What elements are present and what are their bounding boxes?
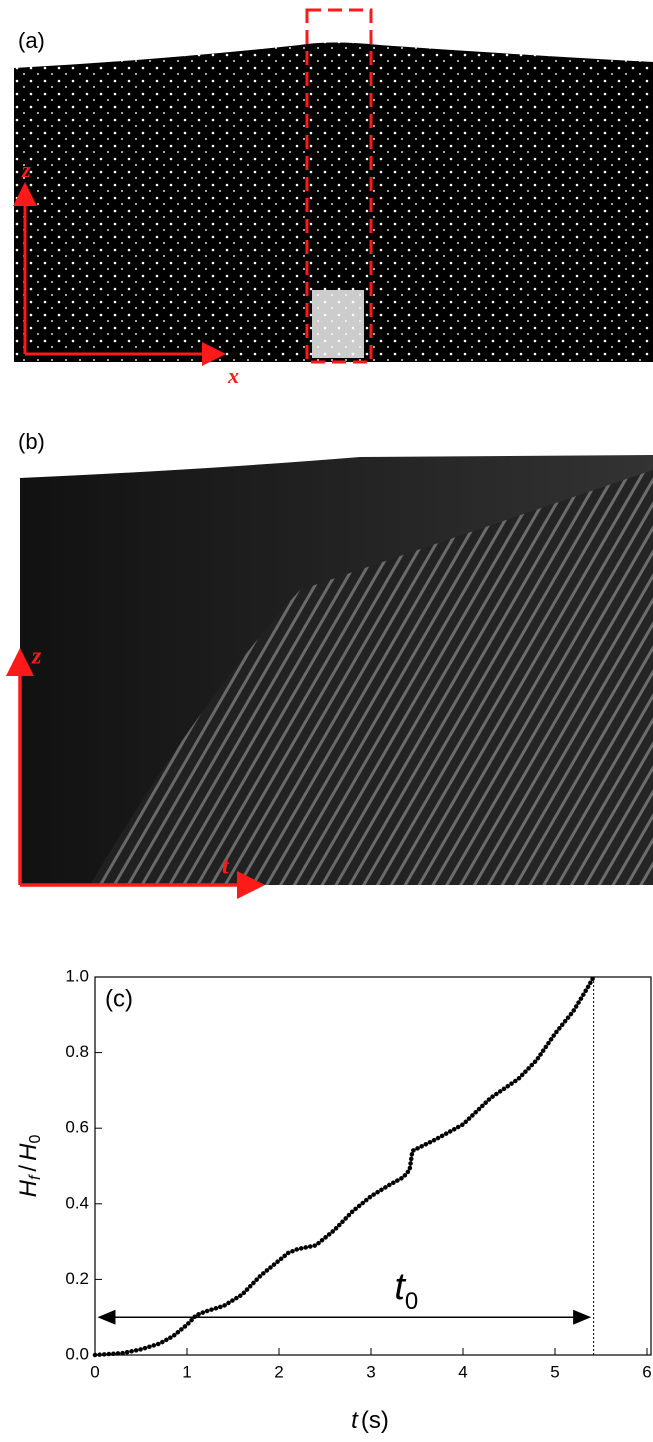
panel-label: (a) [18, 28, 45, 53]
y-tick-label: 0.4 [65, 1193, 89, 1212]
x-tick-label: 0 [90, 1362, 99, 1381]
x-tick-label: 6 [642, 1362, 651, 1381]
y-tick-label: 1.0 [65, 966, 89, 985]
panel-label: (b) [18, 429, 45, 454]
axis-label: z [31, 644, 42, 670]
y-tick-label: 0.0 [65, 1344, 89, 1363]
y-label-sub: f [27, 1174, 44, 1180]
axis-label: z [21, 157, 31, 182]
y-tick-label: 0.8 [65, 1042, 89, 1061]
granular-image [14, 42, 653, 362]
axis-label: t [222, 854, 230, 880]
y-label-part: / [15, 1165, 42, 1172]
y-label-sub: 0 [27, 1135, 44, 1144]
x-tick-label: 3 [366, 1362, 375, 1381]
dashed-box [305, 8, 373, 364]
y-tick-label: 0.6 [65, 1118, 89, 1137]
x-axis-label: t (s) [351, 1407, 389, 1434]
annotation-symbol: t [394, 1266, 406, 1308]
fluidized-region [90, 470, 653, 885]
plot-frame [94, 976, 652, 1356]
x-tick-label: 1 [182, 1362, 191, 1381]
annotation-subscript: 0 [405, 1289, 418, 1316]
data-line [92, 974, 596, 1358]
axis-label: x [227, 363, 239, 388]
y-tick-label: 0.2 [65, 1269, 89, 1288]
y-label-part: H [15, 1179, 42, 1197]
annotation-label: t0 [394, 1266, 418, 1315]
x-tick-label: 2 [274, 1362, 283, 1381]
x-tick-label: 4 [458, 1362, 467, 1381]
y-axis-label: Hf/H0 [15, 1135, 44, 1198]
y-label-part: H [15, 1143, 42, 1161]
x-unit: (s) [361, 1407, 389, 1434]
x-tick-label: 5 [550, 1362, 559, 1381]
void-region [312, 290, 364, 358]
x-symbol: t [351, 1407, 359, 1434]
panel-label: (c) [105, 985, 133, 1012]
